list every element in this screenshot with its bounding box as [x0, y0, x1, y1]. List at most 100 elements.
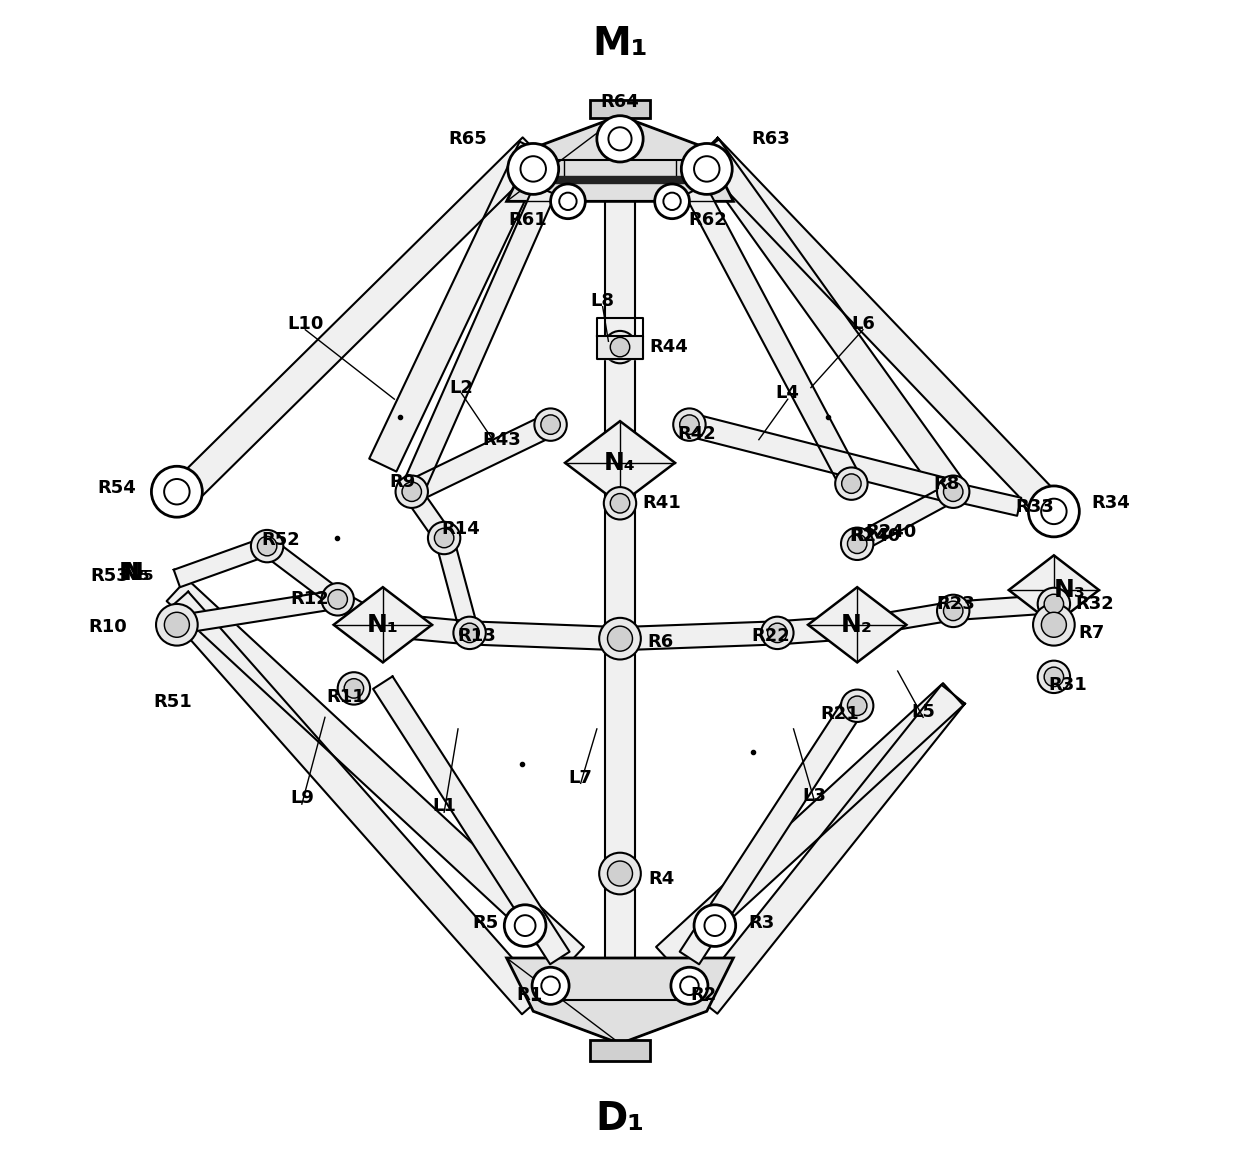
Polygon shape — [542, 176, 698, 183]
Circle shape — [596, 116, 644, 162]
Polygon shape — [407, 414, 556, 502]
Circle shape — [663, 193, 681, 211]
Text: R4: R4 — [649, 870, 675, 889]
Circle shape — [1038, 661, 1070, 693]
Circle shape — [1044, 668, 1064, 686]
Text: R33: R33 — [1016, 498, 1054, 516]
Text: R31: R31 — [1048, 676, 1086, 694]
Polygon shape — [469, 621, 620, 650]
Text: L8: L8 — [590, 292, 615, 310]
Circle shape — [610, 338, 630, 356]
Text: L10: L10 — [288, 315, 324, 333]
Polygon shape — [684, 184, 862, 489]
Polygon shape — [166, 591, 544, 1015]
Circle shape — [156, 604, 197, 646]
Circle shape — [768, 624, 787, 642]
Text: L7: L7 — [569, 768, 593, 787]
Circle shape — [321, 583, 353, 616]
Circle shape — [608, 861, 632, 886]
Text: N₂: N₂ — [841, 613, 873, 636]
Text: R240: R240 — [849, 526, 900, 545]
Text: L1: L1 — [433, 797, 456, 816]
Circle shape — [694, 905, 735, 946]
Text: R43: R43 — [482, 430, 521, 449]
Circle shape — [402, 482, 422, 501]
Text: R63: R63 — [751, 130, 790, 148]
Polygon shape — [402, 185, 556, 496]
Polygon shape — [694, 139, 966, 501]
Circle shape — [505, 905, 546, 946]
Circle shape — [841, 528, 873, 560]
Text: R240: R240 — [866, 523, 916, 541]
Circle shape — [610, 494, 630, 513]
Polygon shape — [620, 621, 777, 650]
Polygon shape — [565, 421, 675, 504]
Polygon shape — [373, 677, 569, 964]
Polygon shape — [687, 413, 956, 503]
Circle shape — [164, 479, 190, 504]
Text: R1: R1 — [517, 986, 543, 1004]
Circle shape — [681, 143, 733, 194]
Circle shape — [521, 156, 546, 182]
Text: R12: R12 — [290, 590, 330, 609]
Text: L5: L5 — [911, 702, 935, 721]
Polygon shape — [262, 539, 343, 606]
Polygon shape — [776, 616, 858, 644]
Text: R7: R7 — [1078, 624, 1105, 642]
Text: N₁: N₁ — [367, 613, 399, 636]
FancyBboxPatch shape — [590, 100, 650, 118]
Polygon shape — [853, 484, 957, 552]
Text: R6: R6 — [647, 633, 673, 651]
Text: R32: R32 — [1076, 595, 1115, 613]
Text: L2: L2 — [450, 378, 474, 397]
Circle shape — [944, 482, 963, 501]
Text: R64: R64 — [600, 93, 640, 111]
Text: R21: R21 — [821, 705, 859, 723]
Polygon shape — [605, 201, 635, 347]
Text: R65: R65 — [448, 130, 486, 148]
Text: R51: R51 — [154, 693, 192, 712]
Polygon shape — [951, 482, 1022, 516]
Text: L6: L6 — [851, 315, 875, 333]
Polygon shape — [334, 587, 432, 662]
Text: L3: L3 — [802, 787, 826, 805]
Text: R3: R3 — [748, 914, 774, 933]
Polygon shape — [382, 613, 471, 644]
Circle shape — [680, 415, 699, 434]
Text: R8: R8 — [932, 474, 960, 493]
Polygon shape — [694, 685, 965, 1014]
Text: N₅: N₅ — [123, 561, 155, 584]
Text: N₄: N₄ — [604, 451, 636, 474]
Text: R11: R11 — [326, 687, 365, 706]
Text: R23: R23 — [936, 595, 975, 613]
Text: R53: R53 — [91, 567, 129, 585]
Circle shape — [542, 977, 559, 995]
Polygon shape — [404, 486, 451, 544]
Circle shape — [532, 967, 569, 1004]
Circle shape — [609, 127, 631, 150]
Polygon shape — [808, 587, 906, 662]
Text: R62: R62 — [688, 211, 728, 229]
Circle shape — [842, 474, 861, 493]
Circle shape — [1038, 588, 1070, 620]
Circle shape — [541, 415, 560, 434]
Text: R54: R54 — [98, 479, 136, 498]
Text: R52: R52 — [262, 531, 300, 550]
Circle shape — [673, 408, 706, 441]
Circle shape — [608, 626, 632, 651]
Text: R14: R14 — [441, 519, 480, 538]
Circle shape — [559, 193, 577, 211]
Text: R61: R61 — [508, 211, 547, 229]
Polygon shape — [596, 336, 644, 359]
Circle shape — [258, 537, 277, 555]
Polygon shape — [166, 578, 584, 970]
Circle shape — [250, 530, 283, 562]
Text: R9: R9 — [389, 473, 415, 492]
Circle shape — [841, 690, 873, 722]
Circle shape — [428, 522, 460, 554]
Circle shape — [327, 590, 347, 609]
Circle shape — [836, 467, 868, 500]
Text: R2: R2 — [691, 986, 717, 1004]
Polygon shape — [507, 958, 733, 1044]
Text: M₁: M₁ — [593, 25, 647, 62]
